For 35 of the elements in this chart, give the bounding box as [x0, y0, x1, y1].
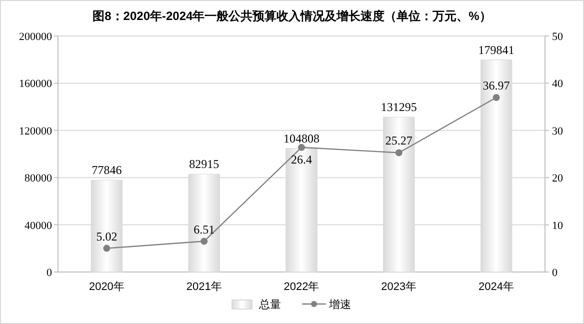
point [200, 238, 208, 245]
y2-tick-label: 0 [552, 267, 558, 279]
title: 图8：2020年-2024年一般公共预算收入情况及增长速度（单位：万元、%） [92, 9, 492, 23]
data-label: 5.02 [96, 229, 118, 244]
data-label: 36.97 [482, 78, 510, 92]
y2-tick-label: 30 [552, 125, 564, 138]
data-label: 6.51 [194, 222, 215, 236]
legend-label: 增速 [328, 298, 351, 311]
data-label: 104808 [284, 131, 320, 146]
x-tick-label: 2024年 [478, 281, 514, 293]
data-label: 82915 [189, 157, 220, 172]
point [298, 144, 305, 151]
point [103, 244, 110, 252]
x-tick-label: 2021年 [186, 281, 222, 293]
x-tick-label: 2023年 [381, 281, 417, 293]
y-tick-label: 120000 [19, 125, 52, 138]
data-label: 179841 [478, 42, 514, 57]
legend-label: 总量 [258, 298, 281, 311]
point [492, 94, 500, 101]
y2-tick-label: 20 [552, 172, 564, 185]
y-tick-label: 160000 [19, 78, 52, 90]
data-label: 26.4 [291, 152, 312, 166]
point [395, 149, 402, 156]
y2-tick-label: 40 [552, 78, 564, 90]
y-tick-label: 80000 [24, 172, 52, 185]
data-label: 25.27 [385, 134, 412, 148]
x-tick-label: 2022年 [284, 281, 320, 293]
y2-tick-label: 50 [552, 31, 564, 43]
x-tick-label: 2020年 [88, 281, 124, 293]
y-tick-label: 40000 [24, 220, 52, 232]
y-tick-label: 200000 [19, 31, 52, 43]
y-tick-label: 0 [46, 267, 52, 279]
y2-tick-label: 10 [552, 220, 564, 232]
data-label: 131295 [380, 100, 417, 114]
data-label: 77846 [92, 163, 122, 178]
